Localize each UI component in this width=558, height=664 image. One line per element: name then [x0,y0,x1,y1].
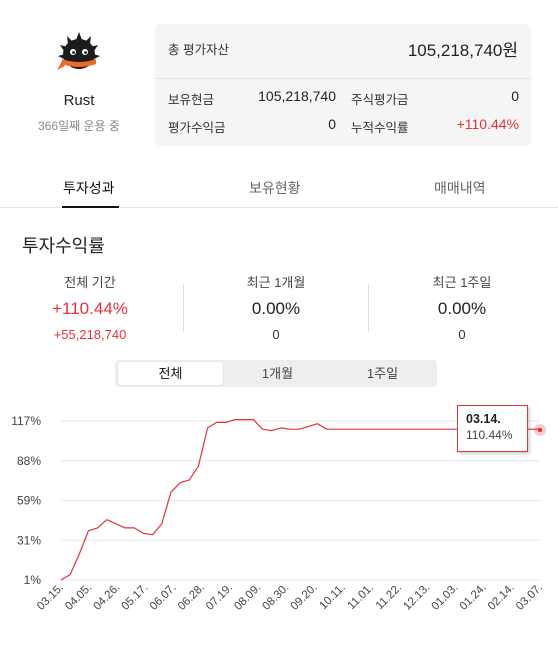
tooltip-date: 03.14. [466,412,501,426]
x-tick-label: 04.05. [63,582,94,613]
tab-trade-history[interactable]: 매매내역 [434,180,486,196]
y-tick-label: 31% [17,533,41,547]
range-selector: 전체 1개월 1주일 [115,360,437,387]
stat-percent: +110.44% [52,299,128,318]
profile-panel: Rust 366일째 운용 중 [20,30,138,134]
stat-last-week: 최근 1주일 0.00% 0 [382,272,542,342]
chart-tooltip: 03.14. 110.44% [457,405,528,452]
divider [368,284,369,332]
x-tick-label: 01.24. [458,582,489,613]
cash-label: 보유현금 [168,93,215,107]
stat-amount: 0 [458,327,466,342]
x-tick-label: 11.22. [374,582,404,612]
cum-return-label: 누적수익률 [351,121,409,135]
stock-eval-value: 0 [511,88,519,104]
highlight-point [537,427,543,433]
divider [155,78,531,79]
x-tick-label: 01.03. [429,582,460,613]
y-tick-label: 88% [17,454,41,468]
x-tick-label: 06.07. [148,582,179,613]
profile-name: Rust [63,92,95,109]
tab-holdings[interactable]: 보유현황 [249,180,301,196]
stat-amount: +55,218,740 [53,327,127,342]
asset-summary-card: 총 평가자산 105,218,740원 보유현금 105,218,740 주식평… [155,24,531,146]
y-tick-label: 1% [24,573,42,587]
section-title: 투자수익률 [22,236,105,256]
return-series-line [60,419,540,581]
range-1week-button[interactable]: 1주일 [366,366,399,381]
stat-percent: 0.00% [437,299,487,318]
range-all-button[interactable]: 전체 [118,362,223,385]
x-tick-label: 02.14. [486,582,517,613]
stat-label: 최근 1주일 [432,275,492,290]
x-tick-label: 09.20. [289,582,320,613]
x-tick-label: 06.28. [176,582,207,613]
active-tab-indicator [62,206,119,208]
stock-eval-label: 주식평가금 [351,93,409,107]
stat-percent: 0.00% [251,299,301,318]
divider [183,284,184,332]
x-tick-label: 04.26. [91,582,122,613]
tab-bar: 투자성과 보유현황 매매내역 [0,170,558,208]
total-assets-label: 총 평가자산 [168,43,229,57]
return-stats: 전체 기간 +110.44% +55,218,740 최근 1개월 0.00% … [0,272,558,352]
x-tick-label: 08.30. [260,582,291,613]
tooltip-value: 110.44% [466,428,513,442]
stat-label: 전체 기간 [64,275,116,290]
x-tick-label: 10.11. [317,582,347,612]
profile-days: 366일째 운용 중 [38,119,120,133]
x-tick-label: 05.17. [120,582,151,613]
x-tick-label: 07.19. [204,582,235,613]
stat-amount: 0 [272,327,280,342]
x-tick-label: 11.01. [346,582,376,612]
cum-return-row: 누적수익률 +110.44% [351,116,519,136]
cash-row: 보유현금 105,218,740 [168,88,336,108]
hedgehog-avatar-icon [57,32,100,70]
cum-return-value: +110.44% [456,116,519,132]
y-tick-label: 117% [11,414,41,428]
stat-label: 최근 1개월 [246,275,306,290]
tab-performance[interactable]: 투자성과 [63,180,115,196]
cash-value: 105,218,740 [258,88,336,104]
range-1month-button[interactable]: 1개월 [261,366,294,381]
stock-eval-row: 주식평가금 0 [351,88,519,108]
stat-all-period: 전체 기간 +110.44% +55,218,740 [10,272,170,342]
total-assets-value: 105,218,740원 [407,41,518,60]
x-tick-label: 08.09. [232,582,263,613]
stat-last-month: 최근 1개월 0.00% 0 [196,272,356,342]
eval-profit-row: 평가수익금 0 [168,116,336,136]
x-tick-label: 12.13. [401,582,432,613]
eval-profit-label: 평가수익금 [168,121,226,135]
x-tick-label: 03.07. [514,582,545,613]
eval-profit-value: 0 [328,116,336,132]
y-tick-label: 59% [17,494,41,508]
